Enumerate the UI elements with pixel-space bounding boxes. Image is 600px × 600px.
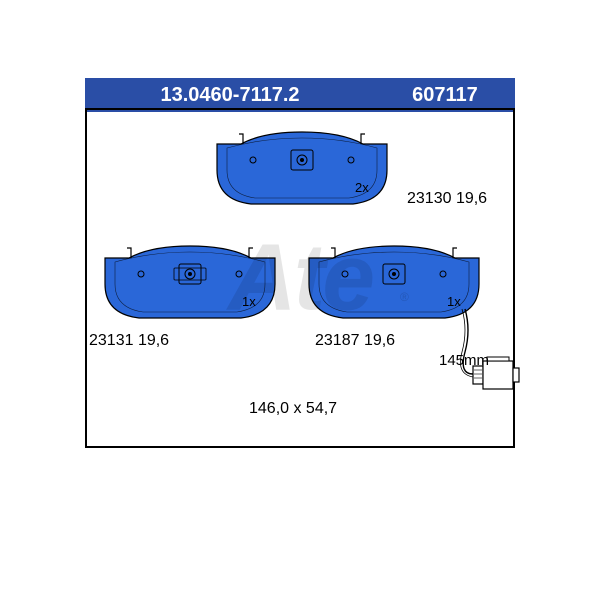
- header-bar: 13.0460-7117.2 607117: [85, 78, 515, 112]
- pad-top-qty: 2x: [355, 180, 369, 195]
- brake-pad-bottom-right: [305, 244, 525, 414]
- registered-mark-icon: ®: [400, 290, 409, 304]
- pad-right-qty: 1x: [447, 294, 461, 309]
- part-number-full: 13.0460-7117.2: [85, 84, 375, 107]
- pad-left-qty: 1x: [242, 294, 256, 309]
- pad-top-code: 23130 19,6: [407, 190, 487, 208]
- diagram-frame: Ate 2x 23130 19,6: [85, 108, 515, 448]
- wire-length-label: 145mm: [439, 352, 489, 369]
- part-number-short: 607117: [375, 84, 515, 107]
- pad-left-code: 23131 19,6: [89, 332, 169, 350]
- brake-pad-bottom-left: [101, 244, 279, 324]
- overall-dimension: 146,0 x 54,7: [249, 400, 337, 418]
- brake-pad-top: [213, 130, 391, 210]
- pad-right-code: 23187 19,6: [315, 332, 395, 350]
